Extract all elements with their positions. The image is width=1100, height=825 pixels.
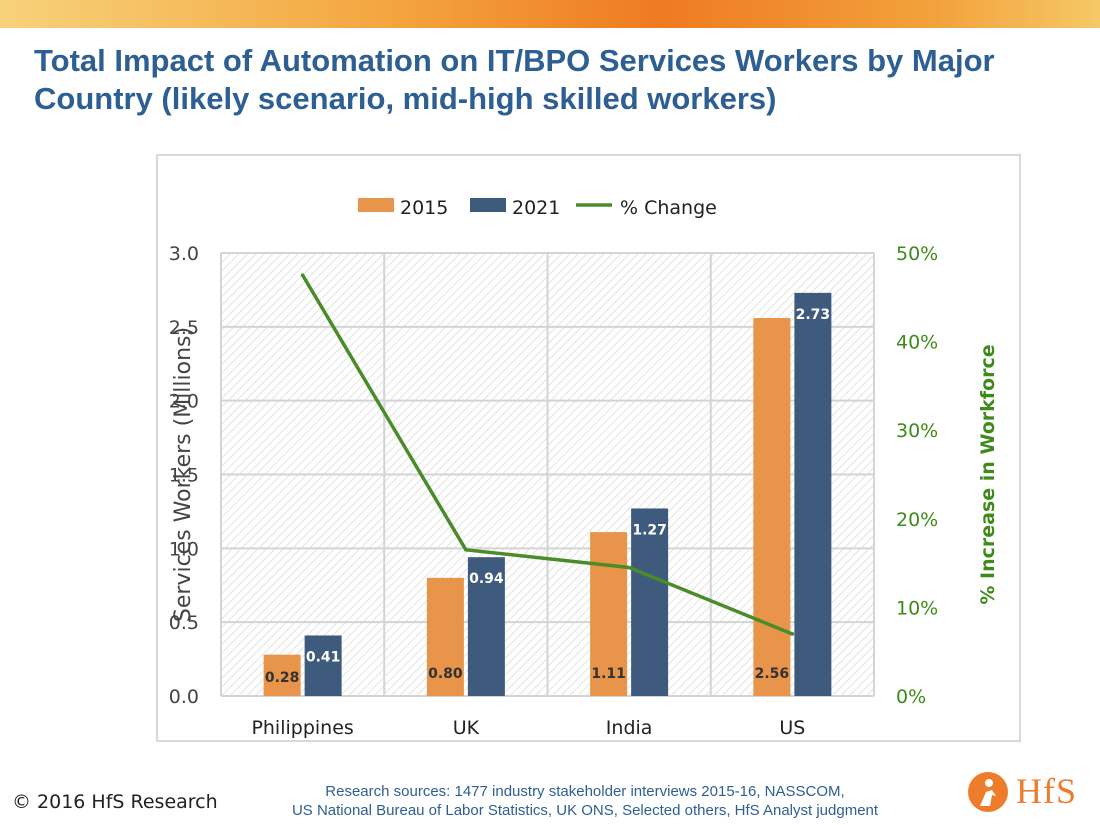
legend-label: % Change [620, 197, 717, 219]
bar-2015-philippines [263, 654, 301, 696]
y2-axis-title: % Increase in Workforce [977, 344, 999, 604]
y2-tick-label: 20% [896, 509, 938, 531]
point-percent-change [300, 273, 305, 277]
y2-tick-label: 40% [896, 332, 938, 354]
y-tick-label: 2.0 [169, 391, 199, 413]
bar-2021-india [631, 508, 669, 696]
data-label-2015: 0.28 [265, 670, 300, 686]
y-tick-label: 1.5 [169, 465, 199, 487]
y-tick-label: 2.5 [169, 317, 199, 339]
data-label-2015: 2.56 [755, 666, 790, 682]
point-percent-change [627, 565, 631, 570]
y-tick-label: 0.5 [169, 612, 199, 634]
bar-2021-us [794, 292, 832, 696]
y-axis-title: Services Workers (Millions) [171, 327, 196, 622]
data-label-2021: 2.73 [796, 307, 831, 323]
data-label-2015: 0.80 [428, 666, 463, 682]
x-tick-label: US [779, 717, 805, 739]
y2-tick-label: 10% [896, 597, 938, 619]
slide-title: Total Impact of Automation on IT/BPO Ser… [34, 43, 995, 116]
legend-label: 2021 [512, 197, 560, 219]
legend-swatch-2015 [358, 198, 394, 212]
point-percent-change [464, 548, 468, 552]
bar-2015-us [753, 317, 791, 696]
data-label-2021: 0.41 [306, 649, 341, 665]
combo-chart: 0.0 0.5 1.0 1.5 2.0 2.5 3.0 0% 10% 20% 30% 40% 50% 0.… [169, 197, 999, 739]
x-tick-label: UK [453, 717, 480, 739]
data-label-2021: 0.94 [469, 571, 504, 587]
research-sources: Research sources: 1477 industry stakehol… [240, 782, 930, 820]
x-tick-label: India [606, 717, 653, 739]
y2-tick-label: 0% [896, 686, 926, 708]
sources-line-2: US National Bureau of Labor Statistics, … [291, 802, 879, 819]
line-percent-change [301, 274, 794, 636]
bar-2021-philippines [304, 635, 342, 696]
data-label-2015: 1.11 [591, 666, 626, 682]
logo-text: HfS [1016, 771, 1078, 811]
copyright-text: © 2016 HfS Research [12, 791, 218, 813]
y-tick-label: 0.0 [169, 686, 199, 708]
hfs-logo: HfS [968, 768, 1080, 816]
sources-line-1: Research sources: 1477 industry stakehol… [325, 783, 845, 800]
y-tick-label: 3.0 [169, 243, 199, 265]
chart-frame: 0.0 0.5 1.0 1.5 2.0 2.5 3.0 0% 10% 20% 30% 40% 50% 0.… [156, 154, 1021, 742]
data-label-2021: 1.27 [632, 522, 667, 538]
x-tick-label: Philippines [251, 717, 353, 739]
top-decorative-band [0, 0, 1100, 28]
y2-tick-label: 50% [896, 243, 938, 265]
bar-2015-india [590, 532, 628, 696]
point-percent-change [790, 632, 795, 636]
bar-2015-uk [426, 577, 464, 696]
logo-figure-icon [968, 772, 1008, 812]
y-tick-label: 1.0 [169, 538, 199, 560]
legend-label: 2015 [400, 197, 448, 219]
y2-tick-label: 30% [896, 420, 938, 442]
bar-2021-uk [467, 557, 505, 696]
legend-swatch-2021 [470, 198, 506, 212]
